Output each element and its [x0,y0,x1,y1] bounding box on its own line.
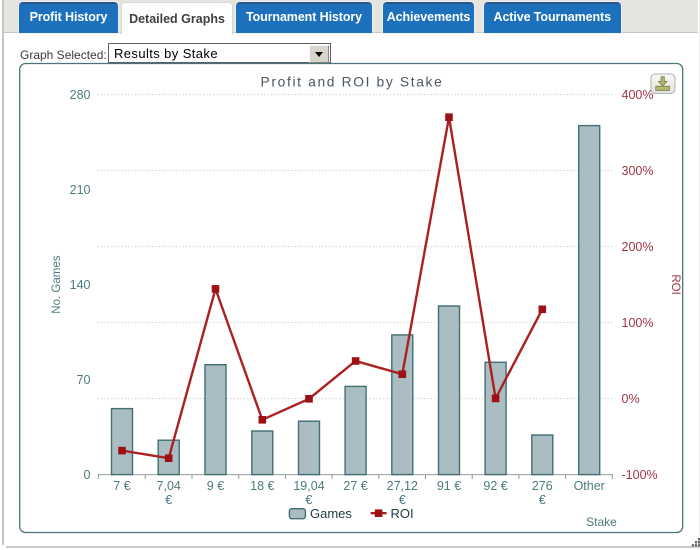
svg-text:92 €: 92 € [483,479,507,493]
svg-text:140: 140 [70,278,91,292]
svg-text:€: € [306,493,313,507]
svg-text:Other: Other [574,479,605,493]
svg-text:Profit and ROI by Stake: Profit and ROI by Stake [261,75,444,90]
svg-text:18 €: 18 € [250,479,274,493]
svg-text:ROI: ROI [669,274,681,294]
svg-text:91 €: 91 € [437,479,461,493]
svg-text:19,04: 19,04 [293,479,324,493]
svg-text:210: 210 [70,183,91,197]
svg-text:€: € [165,493,172,507]
svg-text:200%: 200% [622,240,654,254]
svg-text:Games: Games [310,506,352,521]
svg-text:€: € [399,493,406,507]
svg-text:9 €: 9 € [207,479,224,493]
svg-text:0%: 0% [622,392,640,406]
svg-text:0: 0 [84,468,91,482]
svg-text:ROI: ROI [391,506,414,521]
svg-text:280: 280 [70,88,91,102]
svg-text:276: 276 [532,479,553,493]
svg-text:No. Games: No. Games [51,255,63,313]
svg-text:100%: 100% [622,316,654,330]
svg-text:€: € [539,493,546,507]
svg-text:27,12: 27,12 [387,479,418,493]
svg-text:7 €: 7 € [113,479,130,493]
svg-text:300%: 300% [622,164,654,178]
svg-text:70: 70 [77,373,91,387]
svg-text:400%: 400% [622,88,654,102]
svg-text:27 €: 27 € [343,479,367,493]
svg-text:Stake: Stake [586,515,617,529]
svg-text:7,04: 7,04 [157,479,181,493]
svg-text:-100%: -100% [622,468,658,482]
